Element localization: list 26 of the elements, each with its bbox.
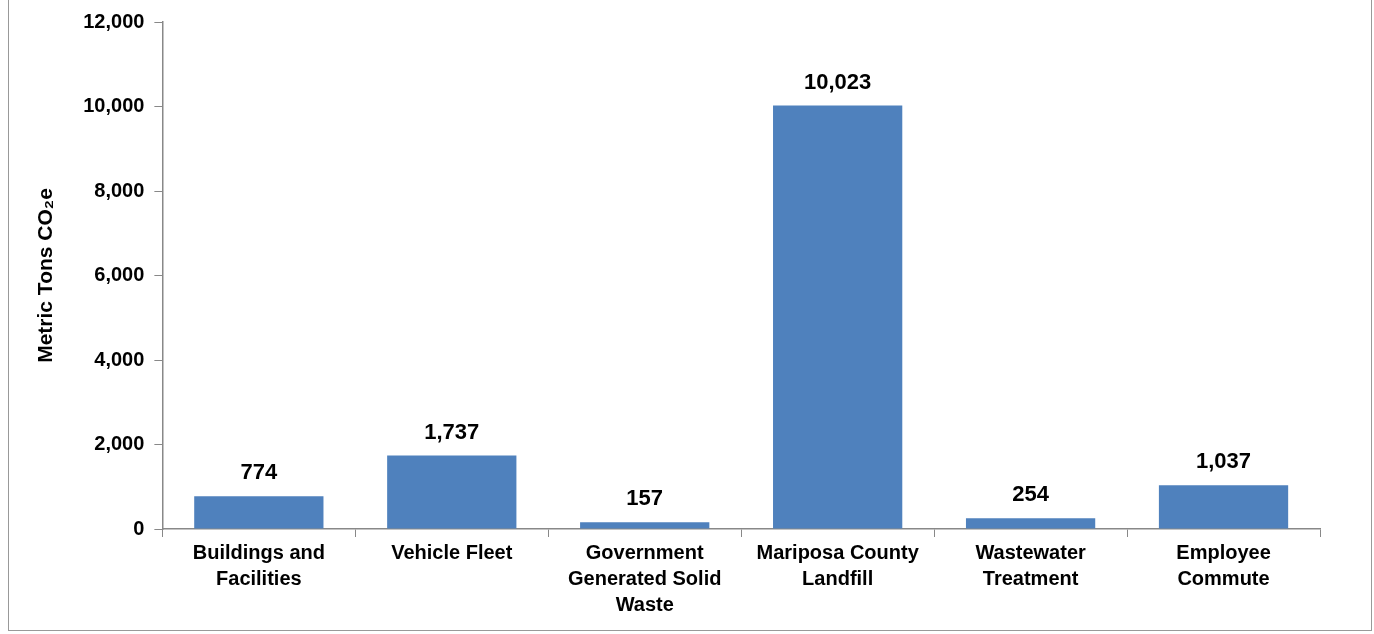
data-label: 774 [240,459,278,485]
data-label: 254 [1012,481,1050,507]
bar [773,105,903,529]
data-label: 157 [626,485,664,511]
bar [387,455,517,529]
bar [580,522,710,529]
bar [1158,485,1289,529]
data-label: 1,037 [1196,448,1252,474]
data-label: 10,023 [804,68,872,94]
y-tick-label: 4,000 [94,347,145,370]
y-axis-title: Metric Tons CO₂e [33,188,57,363]
x-tick-label: Employee Commute [1176,540,1271,589]
y-tick-label: 0 [133,516,145,539]
x-tick-label: Mariposa County Landfill [756,540,920,589]
y-tick-label: 6,000 [94,263,145,286]
bar [965,518,1096,529]
y-tick-label: 10,000 [83,94,145,117]
x-tick-label: Buildings and Facilities [192,540,325,589]
y-tick-label: 2,000 [94,432,145,455]
data-label: 1,737 [424,418,480,444]
y-tick-label: 12,000 [83,9,145,32]
x-tick-label: Government Generated Solid Waste [568,540,722,615]
bar [194,496,324,529]
x-tick-label: Vehicle Fleet [391,540,513,563]
x-tick-label: Wastewater Treatment [975,540,1087,589]
y-tick-label: 8,000 [94,178,145,201]
